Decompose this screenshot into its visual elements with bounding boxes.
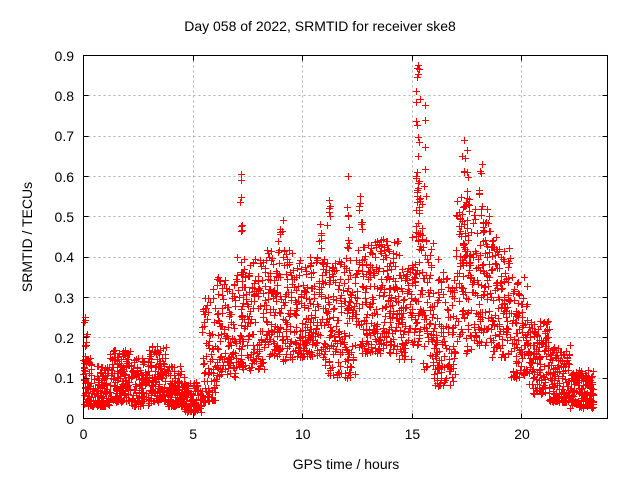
x-tick-label: 20 — [514, 426, 530, 442]
x-axis-label: GPS time / hours — [292, 456, 400, 472]
y-tick-label: 0.4 — [54, 249, 74, 266]
y-tick-label: 0.6 — [54, 168, 74, 185]
x-tick-label: 5 — [189, 426, 197, 442]
x-tick-label: 10 — [294, 426, 311, 442]
y-tick-label: 0.3 — [54, 289, 74, 306]
x-tick-label: 15 — [404, 426, 421, 442]
y-tick-label: 0.1 — [54, 370, 74, 387]
chart-title: Day 058 of 2022, SRMTID for receiver ske… — [184, 18, 456, 34]
scatter-points — [80, 62, 597, 416]
y-tick-label: 0.8 — [54, 87, 74, 104]
y-tick-label: 0.2 — [54, 329, 74, 346]
y-tick-label: 0.7 — [54, 128, 74, 145]
y-tick-label: 0.5 — [54, 208, 74, 225]
y-tick-label: 0 — [66, 410, 74, 427]
plot-border — [83, 55, 608, 419]
y-tick-label: 0.9 — [54, 47, 74, 64]
x-tick-label: 0 — [79, 426, 88, 442]
